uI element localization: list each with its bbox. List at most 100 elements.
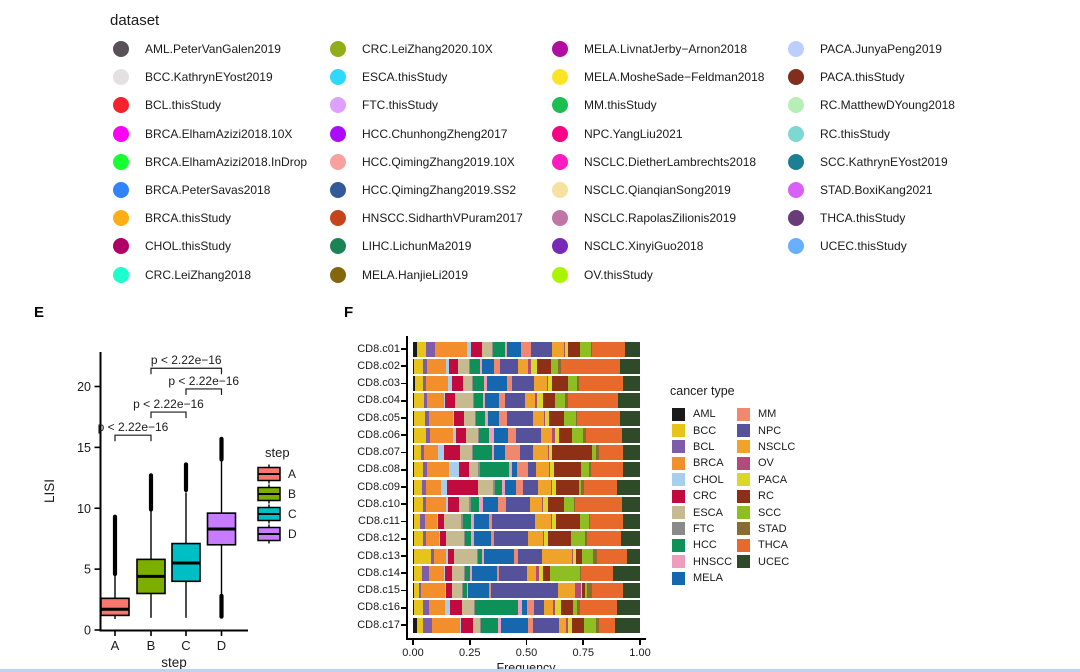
f-segment-CRC bbox=[445, 565, 453, 581]
cancer-color-swatch-icon bbox=[672, 522, 685, 536]
f-segment-MELA bbox=[467, 583, 490, 598]
dataset-legend-item: BCL.thisStudy bbox=[113, 91, 307, 119]
dataset-legend-label: BCC.KathrynEYost2019 bbox=[145, 70, 273, 85]
f-bar-CD8.c14 bbox=[413, 565, 641, 581]
f-segment-ESCA bbox=[473, 617, 481, 633]
f-segment-OV bbox=[547, 376, 549, 391]
f-segment-STAD bbox=[590, 341, 592, 357]
f-y-tick bbox=[401, 348, 406, 350]
dataset-legend-item: HCC.QimingZhang2019.10X bbox=[330, 148, 523, 176]
f-segment-CHOL bbox=[446, 548, 448, 564]
dataset-color-dot-icon bbox=[330, 238, 346, 255]
dataset-legend-label: MELA.HanjieLi2019 bbox=[362, 267, 469, 282]
f-segment-FTC bbox=[493, 479, 495, 495]
dataset-color-dot-icon bbox=[330, 97, 346, 114]
f-y-tick bbox=[401, 468, 406, 471]
f-y-tick bbox=[401, 555, 406, 557]
cancer-color-swatch-icon bbox=[737, 489, 750, 503]
dataset-legend-title: dataset bbox=[110, 12, 160, 29]
cancer-legend-label: AML bbox=[693, 408, 716, 421]
dataset-legend-item: HCC.ChunhongZheng2017 bbox=[330, 120, 523, 148]
cancer-legend-label: UCEC bbox=[758, 555, 790, 568]
f-segment-CRC bbox=[447, 479, 479, 495]
f-segment-RC bbox=[555, 479, 579, 495]
dataset-legend-item: SCC.KathrynEYost2019 bbox=[788, 148, 955, 176]
f-segment-CHOL bbox=[445, 600, 451, 616]
f-segment-HNSCC bbox=[479, 358, 483, 374]
cancer-color-swatch-icon bbox=[737, 522, 750, 536]
dataset-legend-label: BRCA.thisStudy bbox=[145, 211, 232, 226]
f-segment-ESCA bbox=[445, 531, 464, 547]
dataset-legend-label: AML.PeterVanGalen2019 bbox=[145, 42, 281, 57]
dataset-legend-item: RC.thisStudy bbox=[788, 120, 955, 148]
f-bar-CD8.c06 bbox=[413, 427, 640, 443]
dataset-color-dot-icon bbox=[552, 182, 568, 199]
dataset-legend-label: STAD.BoxiKang2021 bbox=[820, 183, 933, 198]
f-segment-BRCA bbox=[433, 548, 447, 564]
f-segment-BCC bbox=[413, 410, 426, 426]
f-segment-BRCA bbox=[432, 617, 460, 633]
f-segment-AML bbox=[413, 600, 414, 616]
f-x-tick bbox=[468, 640, 471, 645]
f-segment-CRC bbox=[439, 531, 446, 547]
f-segment-PACA bbox=[554, 600, 561, 616]
dataset-legend-label: PACA.JunyaPeng2019 bbox=[820, 42, 942, 57]
dataset-legend-label: MM.thisStudy bbox=[584, 98, 657, 113]
f-segment-BRCA bbox=[429, 427, 453, 443]
f-x-tick bbox=[639, 640, 641, 645]
f-x-tick-label: 0.50 bbox=[515, 647, 538, 659]
dataset-legend-label: NSCLC.DietherLambrechts2018 bbox=[584, 154, 757, 169]
f-segment-BCC bbox=[414, 514, 421, 529]
f-y-tick bbox=[401, 503, 406, 506]
dataset-legend-label: CRC.LeiZhang2018 bbox=[145, 267, 252, 282]
f-segment-MELA bbox=[494, 427, 509, 443]
e-legend-label: C bbox=[288, 507, 297, 521]
dataset-legend-item: BRCA.thisStudy bbox=[113, 204, 307, 232]
f-segment-CHOL bbox=[448, 462, 459, 478]
dataset-legend-item: BRCA.ElhamAzizi2018.InDrop bbox=[113, 148, 307, 176]
f-segment-UCEC bbox=[615, 617, 641, 633]
e-x-tick-label: D bbox=[217, 638, 226, 653]
dataset-color-dot-icon bbox=[113, 125, 129, 142]
f-segment-CHOL bbox=[446, 358, 449, 374]
cancer-legend-label: NSCLC bbox=[758, 440, 796, 453]
f-segment-OV bbox=[552, 427, 555, 443]
f-segment-BCC bbox=[414, 358, 423, 374]
f-segment-PACA bbox=[549, 462, 554, 478]
dataset-color-dot-icon bbox=[788, 153, 804, 170]
f-segment-CRC bbox=[453, 410, 464, 426]
dataset-legend-label: OV.thisStudy bbox=[584, 267, 653, 282]
f-bar-CD8.c02 bbox=[413, 358, 640, 374]
f-segment-ESCA bbox=[465, 427, 478, 443]
f-segment-NPC bbox=[506, 410, 533, 426]
f-segment-AML bbox=[413, 393, 415, 409]
dataset-color-dot-icon bbox=[330, 153, 346, 170]
f-segment-THCA bbox=[574, 496, 623, 512]
f-cluster-label: CD8.c04 bbox=[357, 394, 400, 407]
dataset-legend-item: RC.MatthewDYoung2018 bbox=[788, 91, 955, 119]
dataset-legend-label: HCC.QimingZhang2019.SS2 bbox=[362, 183, 517, 198]
f-segment-RC bbox=[558, 427, 572, 443]
f-segment-BCL bbox=[421, 565, 430, 581]
f-segment-FTC bbox=[471, 376, 473, 391]
f-segment-UCEC bbox=[624, 341, 640, 357]
f-segment-ESCA bbox=[444, 514, 462, 529]
f-segment-OV bbox=[547, 445, 550, 460]
f-segment-UCEC bbox=[622, 496, 640, 512]
cancer-legend-item: STAD bbox=[737, 521, 795, 537]
f-segment-BCC bbox=[413, 583, 419, 598]
f-segment-UCEC bbox=[623, 583, 641, 598]
f-segment-MELA bbox=[483, 496, 499, 512]
dataset-legend-label: NSCLC.RapolasZilionis2019 bbox=[584, 211, 737, 226]
f-segment-BRCA bbox=[426, 531, 439, 547]
dataset-legend-item: LIHC.LichunMa2019 bbox=[330, 232, 523, 260]
e-pvalue-label: p < 2.22e−16 bbox=[168, 374, 239, 388]
f-segment-BCL bbox=[422, 617, 433, 633]
dataset-legend-label: MELA.MosheSade−Feldman2018 bbox=[584, 70, 765, 85]
f-segment-AML bbox=[413, 496, 415, 512]
f-segment-MELA bbox=[473, 531, 491, 547]
f-segment-UCEC bbox=[621, 427, 640, 443]
e-legend-label: B bbox=[288, 487, 296, 501]
cancer-color-swatch-icon bbox=[737, 456, 750, 470]
f-segment-HCC bbox=[462, 514, 472, 529]
